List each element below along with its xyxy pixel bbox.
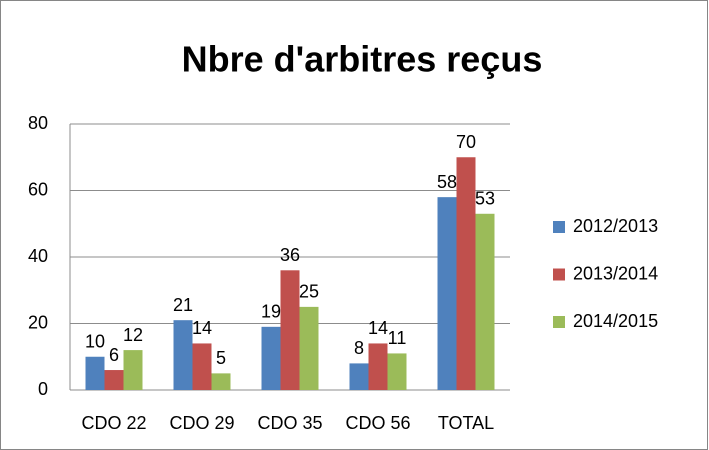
data-label: 21 (173, 295, 193, 315)
bar (349, 363, 369, 390)
data-label: 11 (388, 328, 407, 348)
bar (437, 197, 457, 390)
legend-label: 2014/2015 (573, 311, 658, 331)
legend-label: 2013/2014 (573, 263, 658, 283)
legend-swatch (553, 268, 565, 281)
y-tick-label: 80 (28, 113, 48, 133)
bar (387, 353, 407, 390)
data-label: 70 (456, 132, 476, 152)
bar (368, 343, 388, 390)
y-tick-label: 20 (28, 312, 48, 332)
data-label: 36 (280, 245, 300, 265)
bar (192, 343, 212, 390)
data-label: 58 (437, 172, 457, 192)
chart-title: Nbre d'arbitres reçus (182, 39, 543, 80)
data-label: 8 (354, 338, 364, 358)
x-tick-label: CDO 35 (257, 413, 322, 433)
bar (280, 270, 300, 390)
legend-swatch (553, 316, 565, 328)
y-tick-label: 0 (38, 379, 48, 399)
data-label: 6 (109, 345, 119, 365)
bar (123, 350, 143, 390)
x-tick-label: TOTAL (438, 413, 494, 433)
data-label: 19 (261, 302, 281, 322)
y-tick-label: 40 (28, 246, 48, 266)
x-tick-label: CDO 22 (81, 413, 146, 433)
data-label: 25 (299, 282, 319, 302)
bar (456, 157, 476, 390)
legend-label: 2012/2013 (573, 216, 658, 236)
data-label: 14 (368, 318, 388, 338)
bar (211, 373, 231, 390)
data-label: 12 (123, 325, 143, 345)
y-tick-label: 60 (28, 179, 48, 199)
data-label: 10 (85, 332, 105, 352)
x-tick-label: CDO 56 (345, 413, 410, 433)
bar (261, 326, 281, 390)
data-label: 53 (475, 189, 495, 209)
bar (173, 320, 193, 390)
bar (475, 213, 495, 390)
data-label: 14 (192, 318, 212, 338)
data-label: 5 (216, 348, 226, 368)
bar (299, 306, 319, 390)
bar (85, 356, 105, 390)
x-tick-label: CDO 29 (169, 413, 234, 433)
legend-swatch (553, 221, 565, 233)
bar (104, 370, 124, 390)
